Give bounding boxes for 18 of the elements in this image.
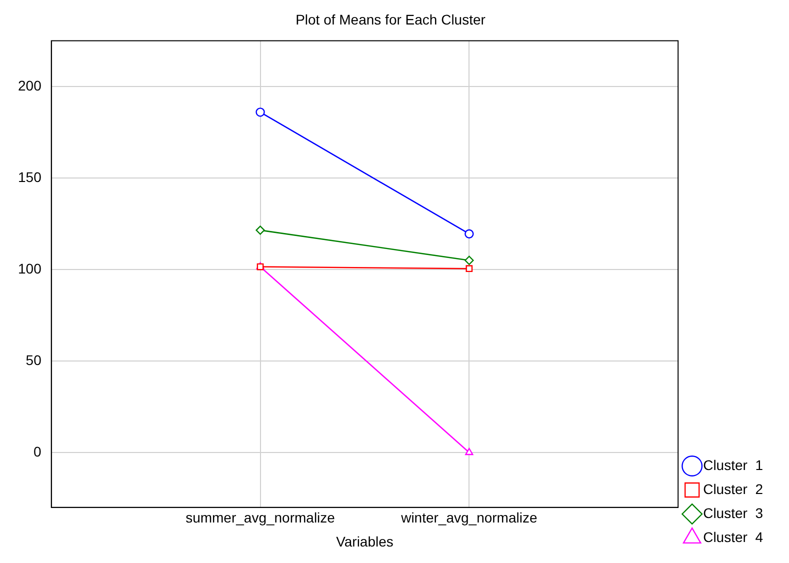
y-tick-label: 50: [26, 352, 42, 368]
y-tick-label: 200: [18, 77, 42, 94]
point: [464, 256, 474, 265]
point: [466, 265, 473, 272]
point: [256, 226, 265, 235]
x-tick-label: summer_avg_normalize: [186, 510, 336, 526]
point: [464, 229, 474, 238]
y-tick-label: 100: [18, 260, 42, 276]
y-tick-label: 0: [34, 443, 42, 460]
legend-label: Cluster 3: [703, 504, 764, 521]
x-tick-label: winter_avg_normalize: [400, 510, 538, 526]
legend-label: Cluster 1: [703, 456, 764, 473]
legend-label: Cluster 4: [703, 528, 764, 545]
x-axis-title: Variables: [336, 533, 394, 550]
chart-title: Plot of Means for Each Cluster: [296, 11, 486, 28]
y-tick-label: 150: [18, 168, 42, 185]
point: [256, 108, 265, 117]
legend-label: Cluster 2: [703, 480, 764, 497]
